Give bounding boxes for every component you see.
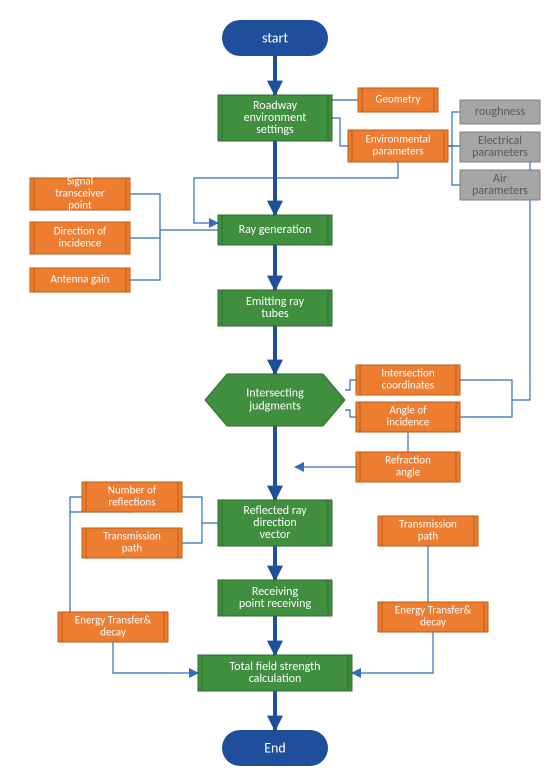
label: incidence [387, 416, 430, 429]
label: settings [256, 123, 294, 137]
label: roughness [475, 105, 526, 119]
connector [448, 112, 460, 146]
label: point [68, 199, 92, 212]
connector [345, 410, 356, 417]
label: tubes [261, 307, 289, 321]
label: decay [100, 626, 126, 639]
label: decay [420, 616, 446, 629]
label: calculation [249, 672, 302, 686]
label: Intersecting [246, 386, 304, 400]
label: path [122, 542, 143, 555]
connector [345, 380, 356, 390]
label: parameters [372, 145, 423, 158]
label: judgments [248, 399, 301, 413]
label: incidence [59, 237, 102, 250]
label: reflections [108, 496, 155, 509]
label: point receiving [239, 597, 312, 611]
label: Antenna gain [51, 273, 110, 286]
label: vector [260, 528, 291, 542]
connector [182, 523, 202, 543]
label: coordinates [382, 379, 434, 392]
connector [130, 230, 160, 238]
connector [182, 497, 218, 523]
label: parameters [472, 184, 528, 198]
connector [332, 118, 348, 146]
connector [460, 380, 512, 417]
terminator-label: End [264, 739, 286, 756]
label: path [418, 530, 439, 543]
connector [194, 162, 398, 223]
connector [448, 146, 460, 185]
connector [130, 194, 218, 230]
terminator-label: start [262, 29, 288, 46]
label: parameters [472, 146, 528, 160]
label: angle [396, 466, 421, 479]
connector [352, 632, 433, 673]
connector [113, 642, 198, 673]
label: Ray generation [239, 223, 312, 237]
label: Geometry [376, 93, 421, 106]
